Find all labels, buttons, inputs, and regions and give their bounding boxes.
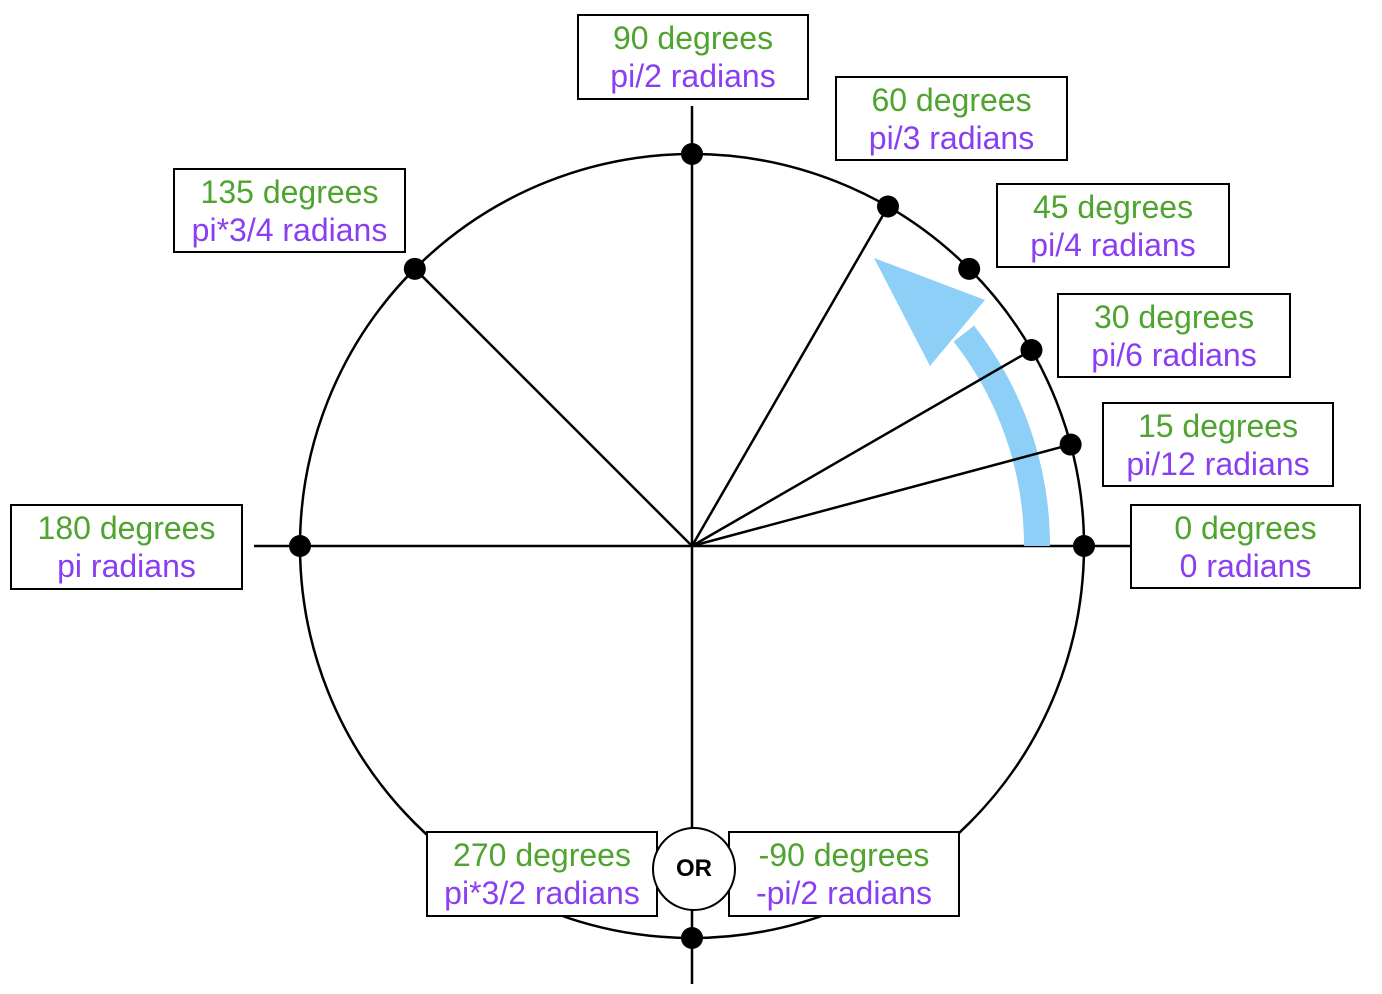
degrees-text: -90 degrees bbox=[758, 837, 930, 873]
label-60-degrees: 60 degrees pi/3 radians bbox=[835, 76, 1068, 161]
radians-text: pi/4 radians bbox=[1030, 226, 1196, 263]
radians-text: pi*3/4 radians bbox=[191, 211, 388, 248]
degrees-text: 0 degrees bbox=[1174, 509, 1317, 546]
label-0-degrees: 0 degrees 0 radians bbox=[1130, 504, 1361, 589]
point-90-degrees bbox=[681, 143, 703, 165]
radians-text: pi/2 radians bbox=[610, 58, 776, 94]
label-180-degrees: 180 degrees pi radians bbox=[10, 504, 243, 590]
degrees-text: 90 degrees bbox=[612, 20, 774, 56]
point-60-degrees bbox=[877, 195, 899, 218]
degrees-text: 270 degrees bbox=[453, 837, 631, 873]
degrees-text: 15 degrees bbox=[1137, 407, 1299, 444]
radians-text: 0 radians bbox=[1179, 547, 1312, 584]
point-270-degrees bbox=[681, 927, 703, 949]
label-45-degrees: 45 degrees pi/4 radians bbox=[996, 183, 1230, 268]
degrees-text: 135 degrees bbox=[200, 173, 379, 210]
radians-text: pi/3 radians bbox=[868, 119, 1035, 156]
degrees-text: 60 degrees bbox=[871, 81, 1032, 118]
ray-60-degrees bbox=[690, 205, 890, 547]
point-45-degrees bbox=[958, 257, 981, 280]
angle-arrow-arc bbox=[953, 325, 1050, 547]
radians-text: pi radians bbox=[57, 548, 196, 584]
label-negative-90-degrees: -90 degrees -pi/2 radians bbox=[728, 831, 960, 917]
point-15-degrees bbox=[1059, 433, 1082, 456]
point-0-degrees bbox=[1073, 535, 1095, 557]
label-270-degrees: 270 degrees pi*3/2 radians bbox=[426, 831, 658, 917]
ray-30-degrees bbox=[691, 348, 1033, 548]
point-30-degrees bbox=[1020, 339, 1043, 361]
ray-135-degrees bbox=[413, 267, 693, 547]
degrees-text: 30 degrees bbox=[1093, 298, 1255, 335]
ray-15-degrees bbox=[691, 443, 1071, 548]
point-135-degrees bbox=[403, 257, 426, 280]
radians-text: pi/12 radians bbox=[1126, 445, 1310, 482]
label-30-degrees: 30 degrees pi/6 radians bbox=[1057, 293, 1291, 378]
degrees-text: 45 degrees bbox=[1032, 188, 1194, 225]
or-badge: OR bbox=[652, 827, 736, 911]
label-90-degrees: 90 degrees pi/2 radians bbox=[577, 14, 809, 100]
point-180-degrees bbox=[289, 535, 311, 557]
label-135-degrees: 135 degrees pi*3/4 radians bbox=[173, 168, 406, 253]
angle-arrow-head bbox=[874, 258, 985, 366]
degrees-text: 180 degrees bbox=[37, 510, 216, 546]
radians-text: pi/6 radians bbox=[1091, 336, 1257, 373]
radians-text: pi*3/2 radians bbox=[444, 875, 640, 911]
label-15-degrees: 15 degrees pi/12 radians bbox=[1102, 402, 1334, 487]
radians-text: -pi/2 radians bbox=[755, 875, 933, 911]
